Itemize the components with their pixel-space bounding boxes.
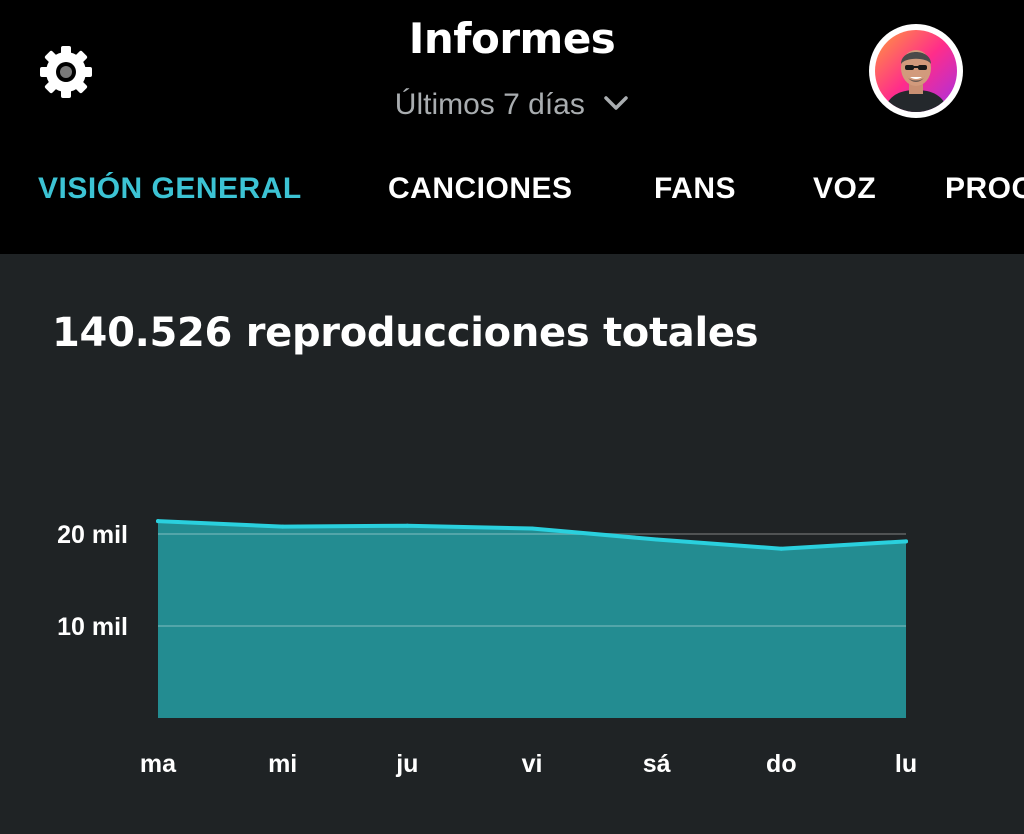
date-range-selector[interactable]: Últimos 7 días — [0, 88, 1024, 122]
chevron-down-icon — [604, 96, 628, 110]
x-tick-label: lu — [895, 750, 917, 778]
y-tick-label: 10 mil — [57, 613, 128, 641]
x-tick-label: ma — [140, 750, 177, 778]
total-plays-heading: 140.526 reproducciones totales — [52, 310, 759, 356]
y-tick-label: 20 mil — [57, 521, 128, 549]
data-point-lu — [904, 539, 908, 544]
data-point-ma — [156, 519, 160, 524]
x-tick-label: mi — [268, 750, 297, 778]
x-tick-label: sá — [643, 750, 671, 778]
data-point-ju — [405, 523, 410, 528]
date-range-label: Últimos 7 días — [394, 88, 585, 121]
x-tick-label: vi — [522, 750, 543, 778]
data-point-do — [779, 546, 784, 551]
page-title: Informes — [408, 14, 616, 63]
tab-songs[interactable]: CANCIONES — [388, 172, 573, 205]
user-avatar-icon — [875, 30, 957, 112]
tab-fans[interactable]: FANS — [654, 172, 737, 205]
tab-voice[interactable]: VOZ — [813, 172, 877, 205]
data-point-vi — [530, 526, 534, 531]
gear-icon[interactable] — [34, 40, 98, 104]
data-point-sá — [654, 537, 659, 542]
chart-area-fill — [158, 521, 906, 718]
tab-overview[interactable]: VISIÓN GENERAL — [38, 172, 302, 205]
avatar[interactable] — [869, 24, 963, 118]
plays-area-chart: 10 mil 20 mil ma mi ju vi sá do lu — [57, 519, 917, 778]
tab-prog[interactable]: PROG — [945, 172, 1024, 205]
x-tick-label: do — [766, 750, 797, 778]
x-tick-label: ju — [395, 750, 418, 778]
tab-bar: VISIÓN GENERAL CANCIONES FANS VOZ PROG — [0, 172, 1024, 220]
data-point-mi — [280, 524, 285, 529]
header-bar: Informes Últimos 7 días — [0, 0, 1024, 254]
